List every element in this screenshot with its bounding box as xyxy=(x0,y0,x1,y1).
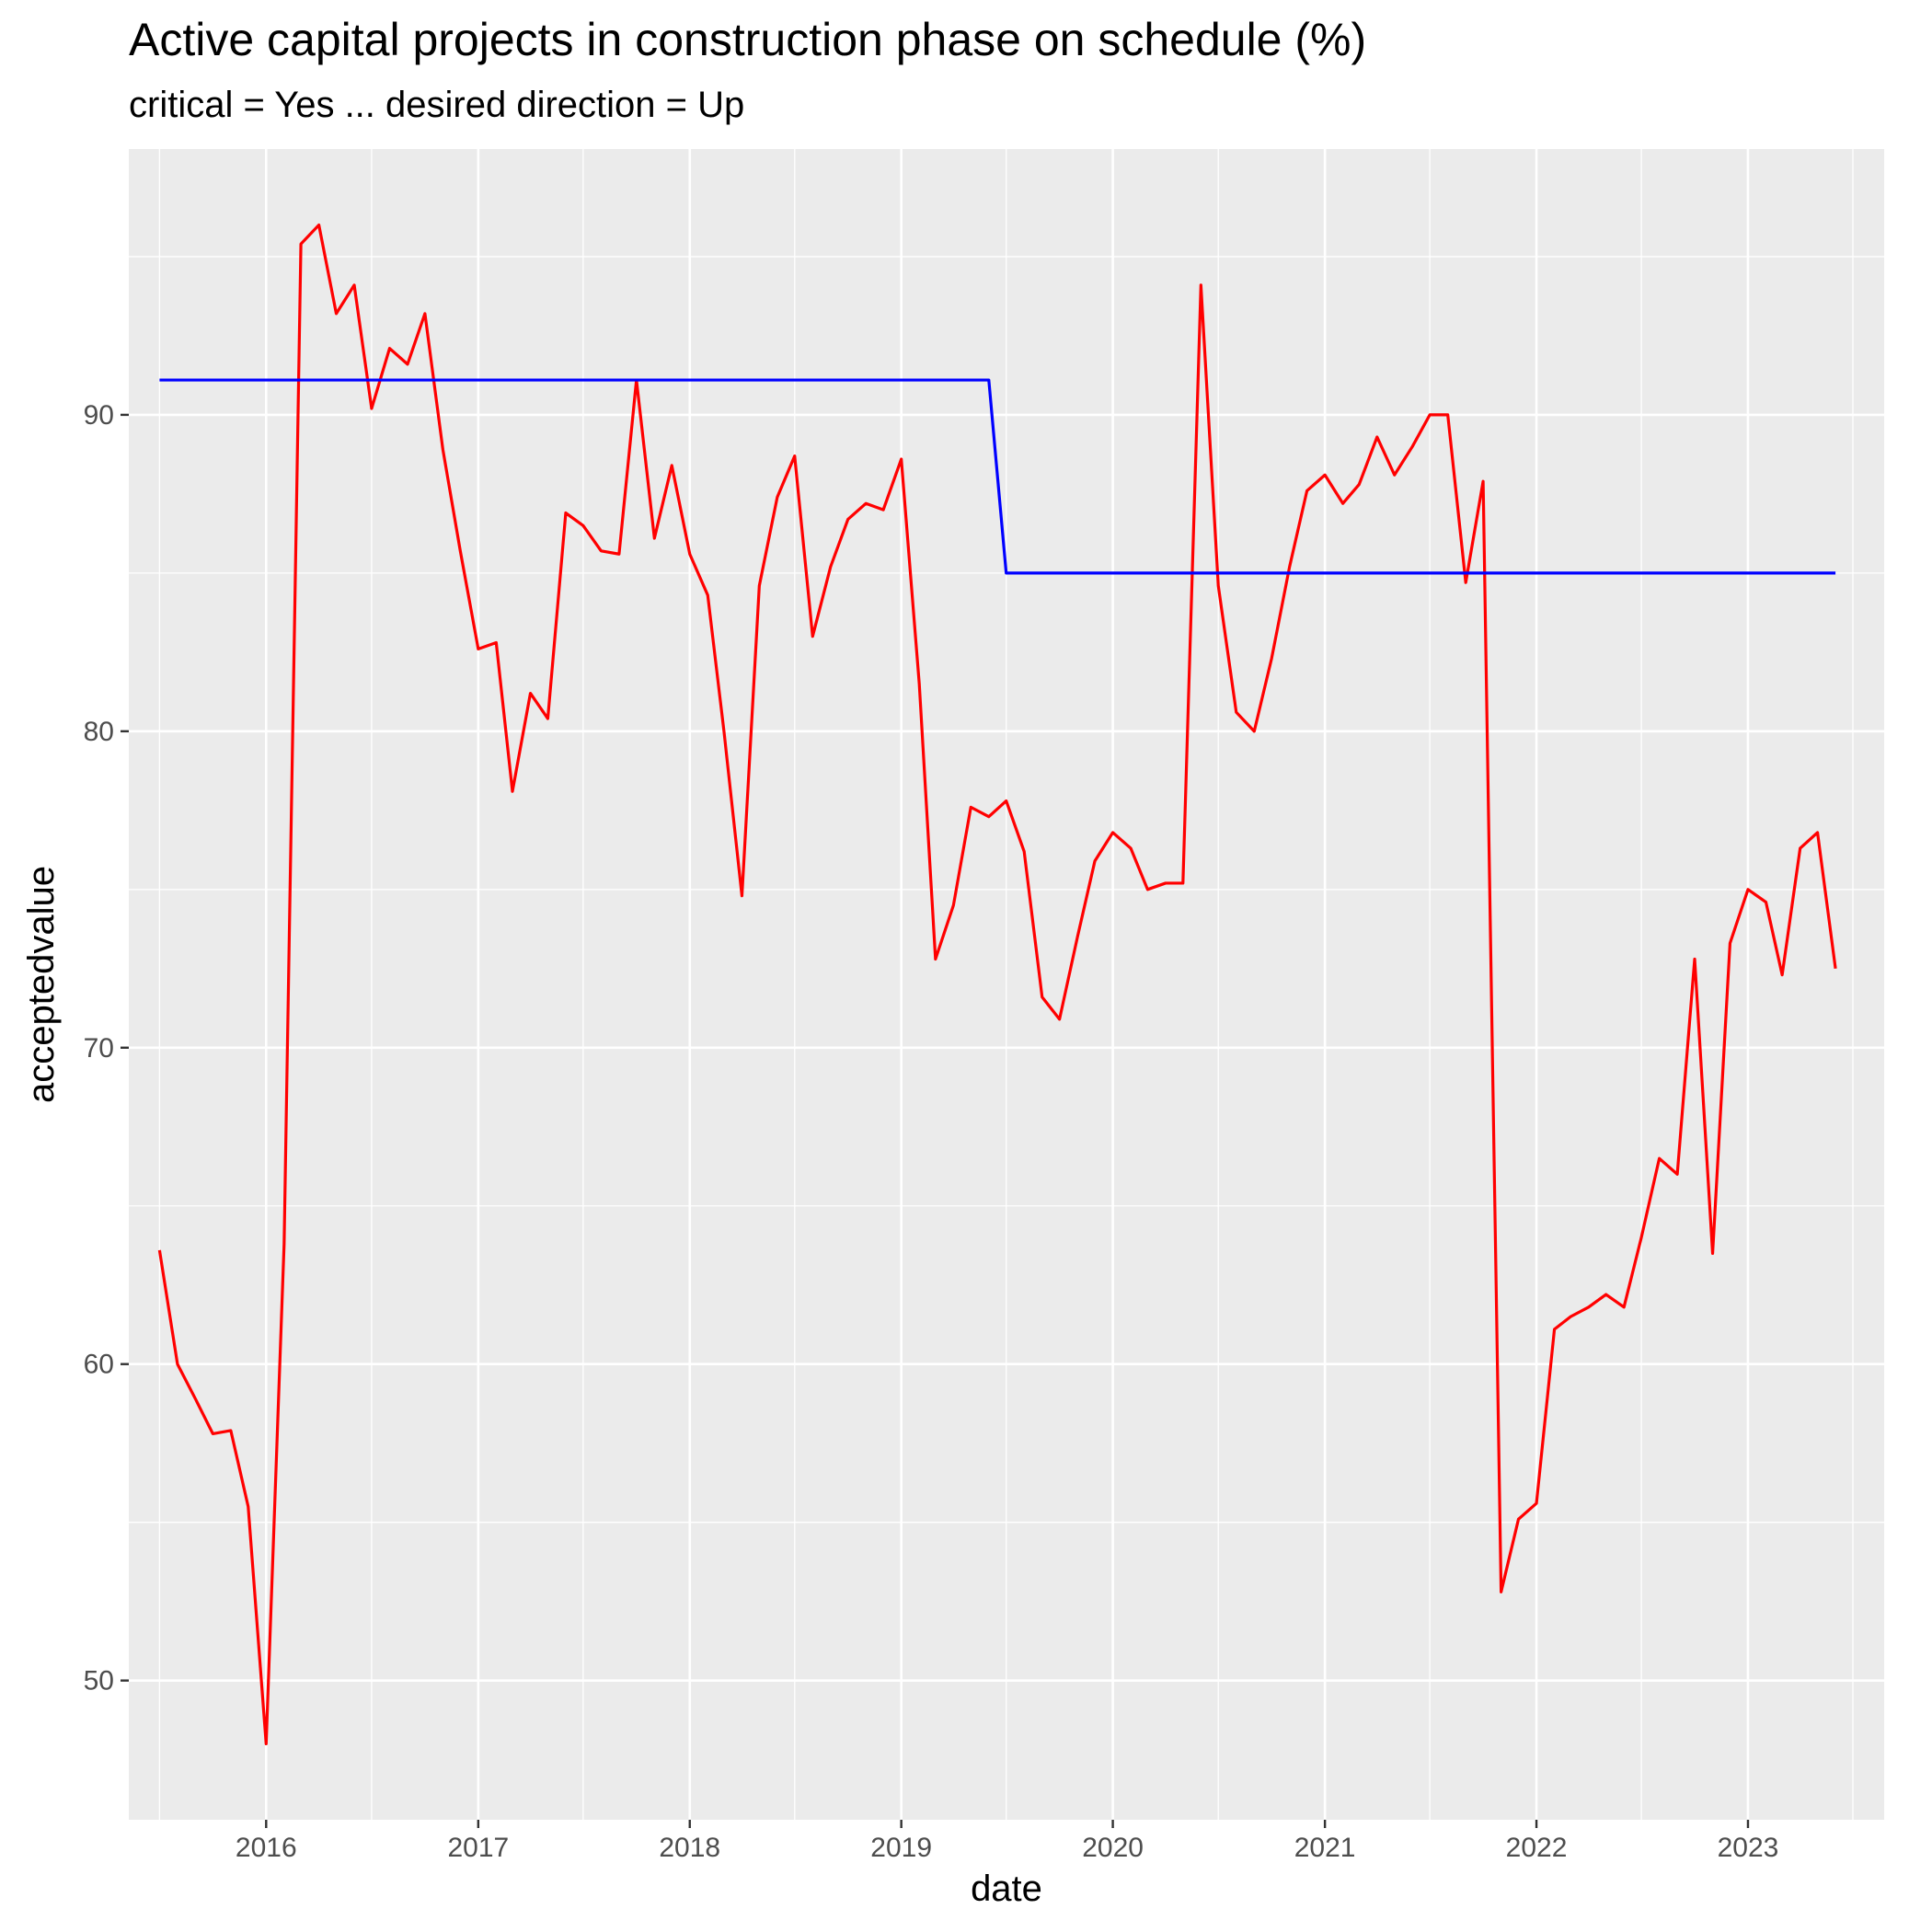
x-tick-label: 2021 xyxy=(1294,1833,1356,1863)
chart-subtitle: critical = Yes ... desired direction = U… xyxy=(129,85,745,125)
x-axis-title: date xyxy=(971,1869,1042,1909)
series-layer xyxy=(157,223,1837,1746)
series-line-accepted-value xyxy=(157,223,1837,1746)
y-tick-label: 70 xyxy=(84,1033,114,1064)
major-gridlines xyxy=(129,149,1884,1820)
axis-layer: 50 60 70 80 90 2016 2017 2018 2019 2020 2021 2022 20… xyxy=(84,400,1779,1863)
x-tick-label: 2020 xyxy=(1082,1833,1144,1863)
x-tick-label: 2019 xyxy=(870,1833,932,1863)
series-line-target xyxy=(159,378,1836,575)
y-tick-label: 60 xyxy=(84,1350,114,1380)
y-tick-label: 50 xyxy=(84,1666,114,1696)
x-tick-label: 2018 xyxy=(659,1833,720,1863)
chart-title: Active capital projects in construction … xyxy=(129,14,1367,65)
x-tick-label: 2016 xyxy=(236,1833,297,1863)
y-axis-title: acceptedvalue xyxy=(21,866,62,1103)
x-tick-label: 2017 xyxy=(447,1833,509,1863)
y-tick-label: 90 xyxy=(84,400,114,431)
x-tick-label: 2022 xyxy=(1506,1833,1568,1863)
x-tick-label: 2023 xyxy=(1718,1833,1779,1863)
y-tick-label: 80 xyxy=(84,717,114,747)
